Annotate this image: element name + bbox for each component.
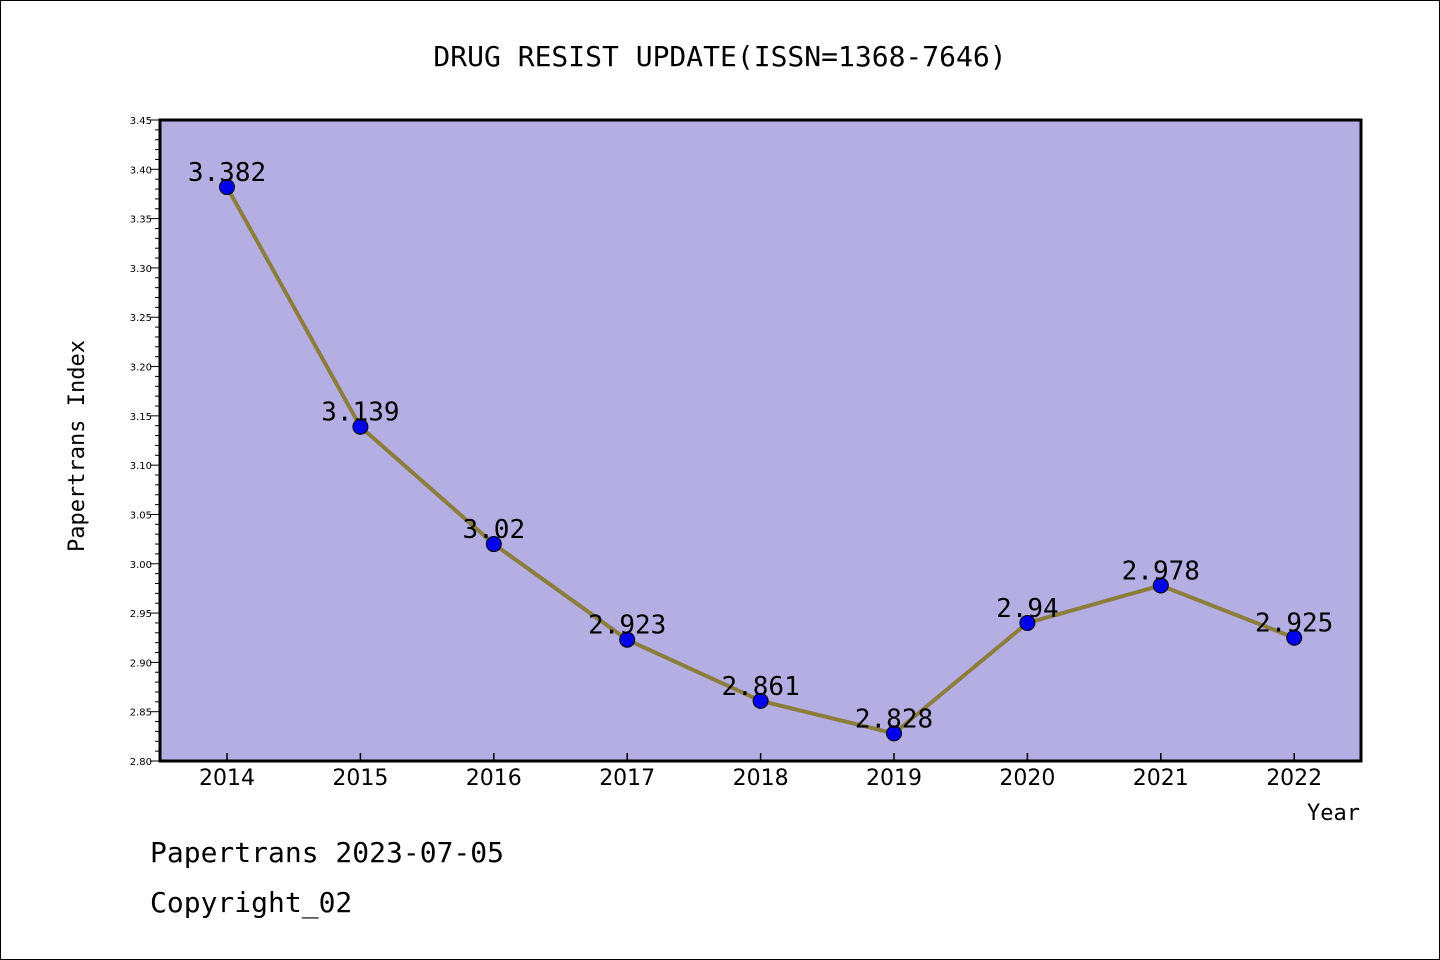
data-point: [352, 418, 369, 435]
data-point: [219, 179, 235, 196]
footer-date: Papertrans 2023-07-05: [150, 836, 505, 869]
x-tick-label: 2020: [999, 766, 1055, 791]
footer-copyright: Copyright_02: [150, 886, 353, 919]
data-labels: 3.382 3.139 3.02 2.923 2.861 2.828 2.94 2.978 2.…: [188, 158, 1333, 734]
y-tick-label: 3.05: [130, 510, 152, 521]
data-label: 3.02: [462, 515, 525, 545]
x-tick-label: 2014: [199, 766, 255, 791]
y-axis: 2.80 2.85 2.90 2.95 3.00 3.05 3.10 3.15 3.20 3.25…: [130, 116, 160, 768]
chart-title: DRUG RESIST UPDATE(ISSN=1368-7646): [433, 40, 1006, 73]
data-label: 2.94: [996, 594, 1059, 624]
y-tick-label: 2.95: [130, 609, 152, 620]
y-tick-label: 3.00: [130, 560, 152, 571]
plot-area: [158, 118, 1363, 763]
data-label: 2.861: [721, 672, 799, 702]
data-point: [485, 536, 502, 553]
y-axis-title: Papertrans Index: [65, 340, 90, 552]
y-tick-label: 3.15: [130, 412, 152, 423]
data-point: [1286, 629, 1303, 646]
y-tick-label: 2.85: [130, 708, 152, 719]
y-tick-label: 3.30: [130, 264, 152, 275]
x-axis-title: Year: [1307, 801, 1360, 826]
x-tick-label: 2019: [866, 766, 922, 791]
data-label: 2.828: [855, 704, 933, 734]
data-point: [886, 725, 902, 742]
data-label: 2.925: [1255, 609, 1333, 639]
data-points: [219, 179, 1303, 742]
data-point: [1152, 577, 1169, 594]
y-tick-label: 3.35: [130, 215, 152, 226]
x-tick-label: 2015: [332, 766, 388, 791]
y-tick-label: 2.80: [130, 757, 152, 768]
x-tick-label: 2022: [1266, 766, 1322, 791]
y-tick-label: 3.40: [130, 165, 152, 176]
data-point: [1019, 614, 1036, 631]
data-label: 3.382: [188, 158, 266, 188]
x-tick-label: 2017: [599, 766, 655, 791]
x-tick-label: 2016: [466, 766, 522, 791]
data-point: [752, 692, 769, 709]
y-tick-label: 3.25: [130, 313, 152, 324]
y-tick-label: 3.45: [130, 116, 152, 127]
x-tick-label: 2021: [1133, 766, 1189, 791]
y-tick-label: 3.10: [130, 461, 152, 472]
y-tick-label: 3.20: [130, 363, 152, 374]
y-tick-label: 2.90: [130, 658, 152, 669]
x-axis: 2014 2015 2016 2017 2018 2019 2020 2021 2022: [199, 753, 1322, 791]
data-label: 2.978: [1122, 556, 1200, 586]
x-tick-label: 2018: [733, 766, 789, 791]
data-label: 3.139: [321, 398, 399, 428]
data-point: [619, 631, 636, 648]
data-label: 2.923: [588, 611, 666, 641]
